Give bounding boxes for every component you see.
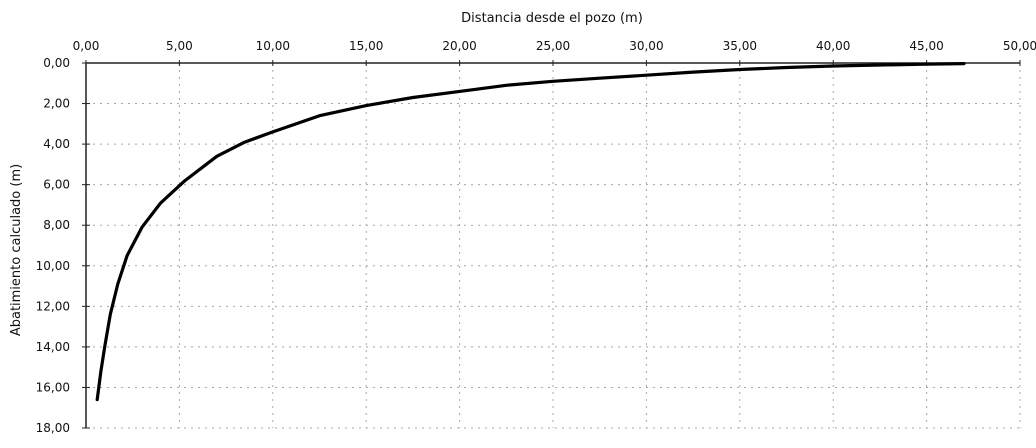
x-tick-label: 5,00 bbox=[166, 39, 193, 53]
y-tick-label: 4,00 bbox=[43, 137, 70, 151]
series-point bbox=[738, 68, 741, 71]
y-axis-title: Abatimiento calculado (m) bbox=[9, 164, 24, 336]
x-tick-label: 30,00 bbox=[629, 39, 663, 53]
y-tick-label: 8,00 bbox=[43, 218, 70, 232]
series-point bbox=[140, 226, 144, 229]
x-tick-label: 25,00 bbox=[536, 39, 570, 53]
series-point bbox=[243, 140, 246, 144]
series-point bbox=[99, 370, 103, 373]
series-point bbox=[103, 345, 106, 349]
series-point bbox=[215, 155, 218, 158]
x-tick-label: 15,00 bbox=[349, 39, 383, 53]
x-tick-label: 50,00 bbox=[1003, 39, 1036, 53]
x-tick-label: 20,00 bbox=[442, 39, 476, 53]
series-point bbox=[109, 313, 112, 316]
series-point bbox=[125, 254, 129, 257]
x-tick-label: 0,00 bbox=[73, 39, 100, 53]
y-tick-label: 0,00 bbox=[43, 56, 70, 70]
series-point bbox=[365, 104, 368, 107]
x-tick-label: 10,00 bbox=[256, 39, 290, 53]
series-point bbox=[411, 96, 415, 99]
y-tick-label: 16,00 bbox=[36, 380, 70, 394]
series-point bbox=[691, 70, 695, 74]
series-point bbox=[832, 64, 835, 68]
series-point bbox=[183, 179, 187, 182]
series-point bbox=[785, 66, 788, 69]
series-point bbox=[598, 77, 601, 80]
series-point bbox=[962, 62, 966, 65]
series-point bbox=[96, 398, 99, 401]
y-tick-label: 6,00 bbox=[43, 178, 70, 192]
y-tick-label: 12,00 bbox=[36, 299, 70, 313]
series-point bbox=[645, 74, 648, 77]
y-tick-label: 14,00 bbox=[36, 340, 70, 354]
series-point bbox=[159, 201, 162, 205]
series-point bbox=[318, 114, 321, 117]
series-point bbox=[116, 282, 120, 286]
series-point bbox=[505, 84, 508, 87]
series-point bbox=[925, 62, 928, 66]
x-axis-title: Distancia desde el pozo (m) bbox=[461, 11, 643, 26]
series-point bbox=[878, 63, 882, 67]
series-point bbox=[458, 90, 461, 93]
x-tick-label: 40,00 bbox=[816, 39, 850, 53]
series-line bbox=[95, 62, 966, 402]
x-tick-label: 35,00 bbox=[723, 39, 757, 53]
series-point bbox=[271, 130, 274, 134]
series-point bbox=[551, 80, 555, 83]
x-tick-label: 45,00 bbox=[909, 39, 943, 53]
y-tick-label: 10,00 bbox=[36, 259, 70, 273]
y-tick-label: 18,00 bbox=[36, 421, 70, 435]
y-tick-label: 2,00 bbox=[43, 97, 70, 111]
